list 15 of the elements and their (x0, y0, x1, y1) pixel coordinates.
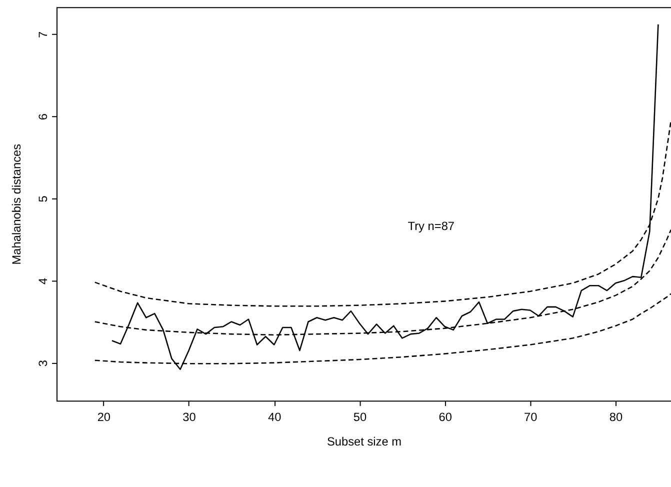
x-tick-label: 40 (268, 410, 282, 424)
y-tick-label: 3 (36, 360, 50, 367)
y-tick-label: 5 (36, 195, 50, 202)
x-tick-label: 50 (353, 410, 367, 424)
y-tick-label: 4 (36, 277, 50, 284)
y-axis-title: Mahalanobis distances (9, 144, 24, 265)
annotation: Try n=87 (408, 219, 455, 234)
y-tick-label: 7 (36, 31, 50, 38)
x-axis-title: Subset size m (326, 434, 402, 449)
x-tick-label: 60 (438, 410, 452, 424)
x-tick-label: 30 (182, 410, 196, 424)
x-tick-label: 20 (97, 410, 111, 424)
x-tick-label: 70 (524, 410, 538, 424)
x-tick-label: 80 (609, 410, 624, 424)
y-tick-label: 6 (36, 113, 50, 120)
